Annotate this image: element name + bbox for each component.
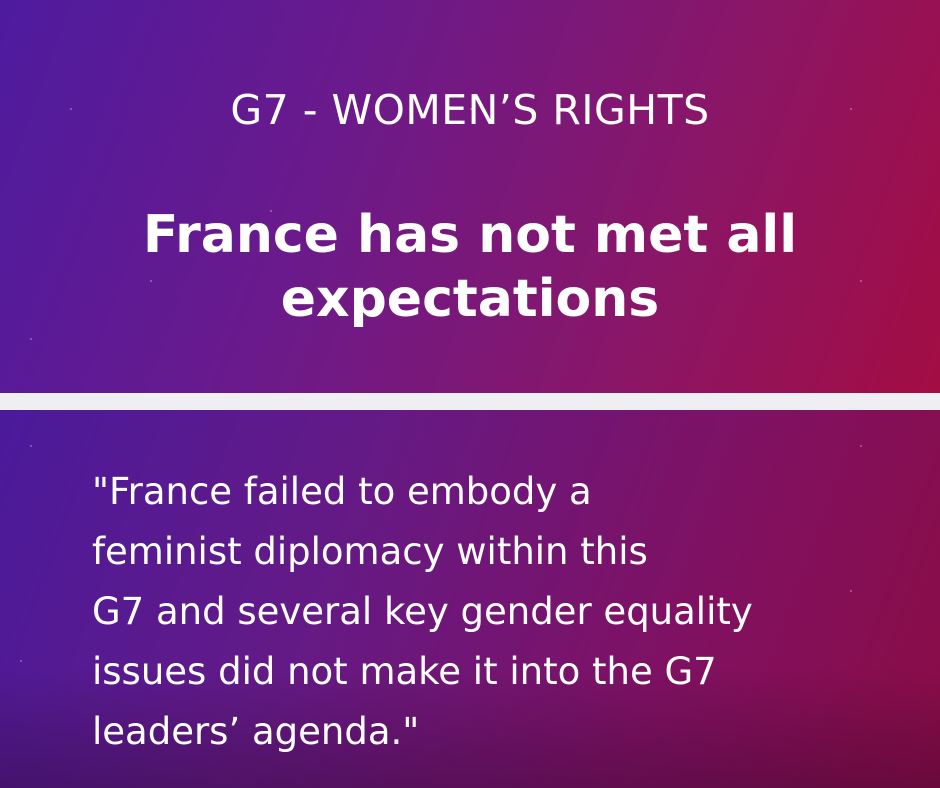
quote-line: feminist diplomacy within this [92, 530, 648, 573]
quote-line: leaders’ agenda." [92, 710, 420, 753]
headline: France has not met all expectations [70, 203, 870, 331]
quote-line: G7 and several key gender equality [92, 590, 753, 633]
quote-line: issues did not make it into the G7 [92, 650, 717, 693]
headline-line: expectations [280, 269, 660, 329]
top-panel [0, 0, 940, 393]
divider-bar [0, 393, 940, 410]
quote-line: "France failed to embody a [92, 470, 592, 513]
bottom-panel [0, 410, 940, 788]
kicker-title: G7 - WOMEN’S RIGHTS [230, 86, 710, 134]
quote-text: "France failed to embody a feminist dipl… [92, 462, 872, 762]
headline-line: France has not met all [142, 205, 798, 265]
